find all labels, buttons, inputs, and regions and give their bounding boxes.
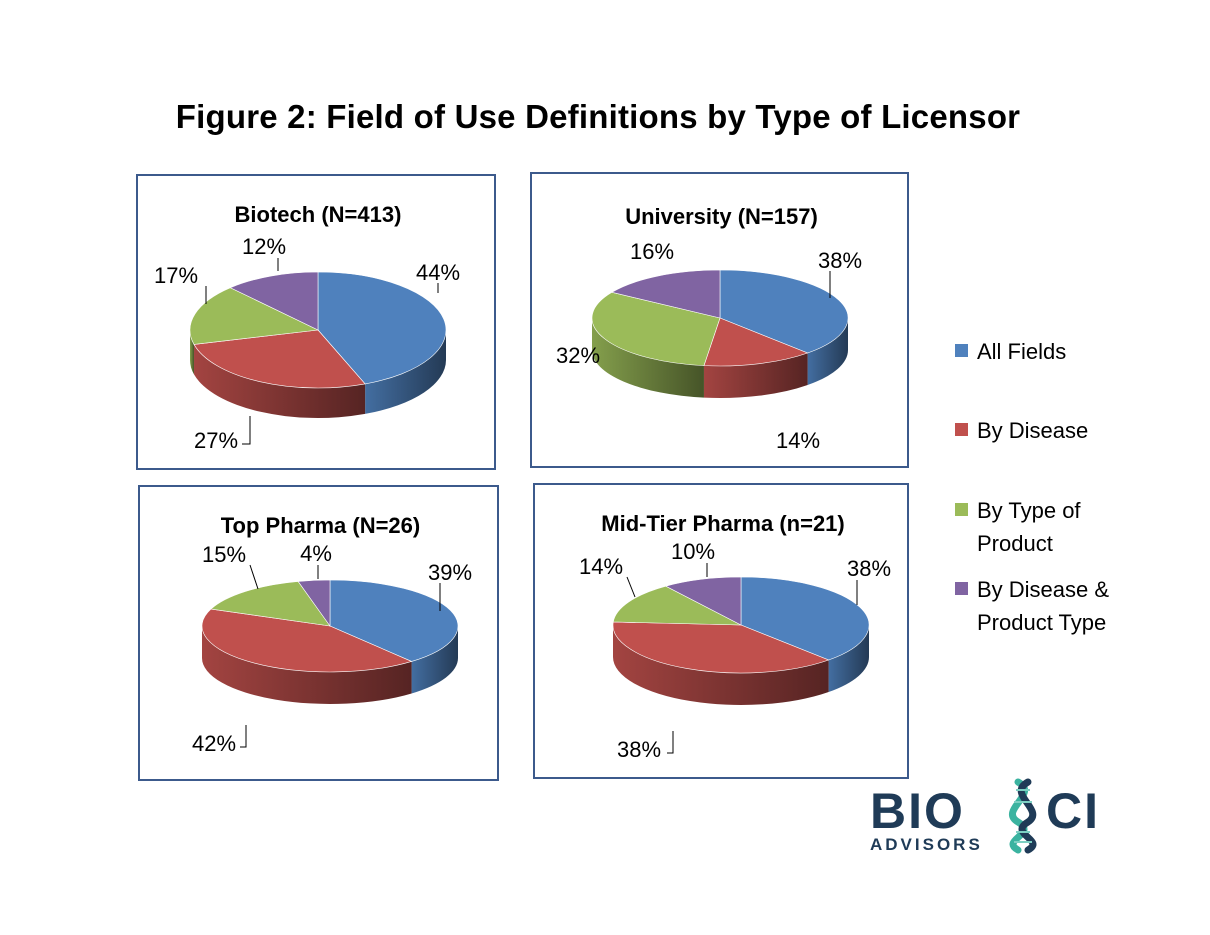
biosci-advisors-logo: BIO CI ADVISORS [870,778,1100,854]
data-label-by-disease: 14% [776,428,820,453]
data-label-by-disease-product-type: 4% [300,541,332,566]
pie-slice-by-disease-product-type [229,271,319,331]
chart-title: Mid-Tier Pharma (n=21) [601,511,845,536]
pie-panel-top-pharma: Top Pharma (N=26) 39% 42% 15% 4% [138,485,499,781]
pie-slice-side-by-disease [194,344,366,418]
data-label-by-type-of-product: 17% [154,263,198,288]
data-label-by-disease-product-type: 10% [671,539,715,564]
pie-slice-side-all-fields [365,330,446,414]
pie-slice-by-disease [201,608,413,673]
legend-label: By Disease & Product Type [977,577,1110,635]
data-label-by-type-of-product: 14% [579,554,623,579]
pie-slice-by-disease-product-type [611,269,721,319]
pie-slice-all-fields [329,579,459,662]
data-label-by-disease: 38% [617,737,661,762]
legend-swatch [955,503,968,516]
data-label-by-type-of-product: 32% [556,343,600,368]
pie-slice-all-fields [740,576,870,661]
legend-item-all-fields: All Fields [955,335,1147,368]
figure-title: Figure 2: Field of Use Definitions by Ty… [175,98,1021,135]
legend-label: By Disease [977,418,1089,443]
leader-line [242,416,251,445]
pie-chart-svg: Mid-Tier Pharma (n=21)38%38%14%10% [579,511,891,762]
pie-panel-biotech: Biotech (N=413) 44% 27% 17% 12% [136,174,496,470]
pie-slice-side-all-fields [828,625,869,692]
data-label-all-fields: 38% [847,556,891,581]
chart-title: Biotech (N=413) [235,202,402,227]
data-label-by-disease-product-type: 12% [242,234,286,259]
legend-swatch [955,344,968,357]
legend-label: All Fields [977,339,1067,364]
pie-slice-side-by-type-of-product [190,330,195,375]
pie-slice-side-by-disease [613,625,829,705]
pie-slice-by-disease-product-type [297,579,331,627]
chart-title: Top Pharma (N=26) [221,513,420,538]
leader-line [249,564,259,590]
pie-chart-svg: University (N=157)38% 14% 32% 16% [556,204,862,453]
pie-chart-svg: Top Pharma (N=26) 39% 42% 15% 4% [192,513,472,756]
pie-slice-side-by-disease [703,352,808,398]
pie-slice-by-type-of-product [210,581,331,627]
legend-swatch [955,423,968,436]
data-label-all-fields: 44% [416,260,460,285]
pie-chart-svg: Biotech (N=413) 44% 27% 17% 12% [154,202,460,453]
pie-slice-by-disease-product-type [664,576,742,626]
pie-slice-all-fields [317,271,447,385]
data-label-by-type-of-product: 15% [202,542,246,567]
data-label-all-fields: 39% [428,560,472,585]
legend-label: By Type of Product [977,498,1081,556]
data-label-all-fields: 38% [818,248,862,273]
leader-line [626,576,636,598]
legend-swatch [955,582,968,595]
pie-panel-mid-tier-pharma: Mid-Tier Pharma (n=21) 38% 38% 14% 10% [533,483,909,779]
dna-helix-icon [1009,778,1037,854]
legend-item-by-disease-product-type: By Disease & Product Type [955,573,1147,639]
pie-slice-by-disease [193,329,366,389]
data-label-by-disease: 42% [192,731,236,756]
data-label-by-disease: 27% [194,428,238,453]
pie-slice-side-all-fields [411,626,458,694]
legend-item-by-disease: By Disease [955,414,1147,447]
chart-title: University (N=157) [625,204,818,229]
logo-wordmark-right: CI [1046,783,1100,839]
pie-slice-by-disease [612,621,830,674]
pie-slice-by-disease [703,317,809,367]
data-label-by-disease-product-type: 16% [630,239,674,264]
pie-slice-side-by-disease [202,626,412,704]
logo-tagline: ADVISORS [870,835,983,854]
legend-item-by-type-of-product: By Type of Product [955,494,1147,560]
pie-slice-side-all-fields [807,318,848,385]
pie-slice-by-type-of-product [612,585,742,626]
logo-wordmark-left: BIO [870,783,965,839]
pie-slice-by-type-of-product [189,287,320,345]
leader-line [667,731,674,754]
pie-slice-all-fields [719,269,849,354]
pie-panel-university: University (N=157) 38% 14% 32% 16% [530,172,909,468]
leader-line [240,725,247,748]
